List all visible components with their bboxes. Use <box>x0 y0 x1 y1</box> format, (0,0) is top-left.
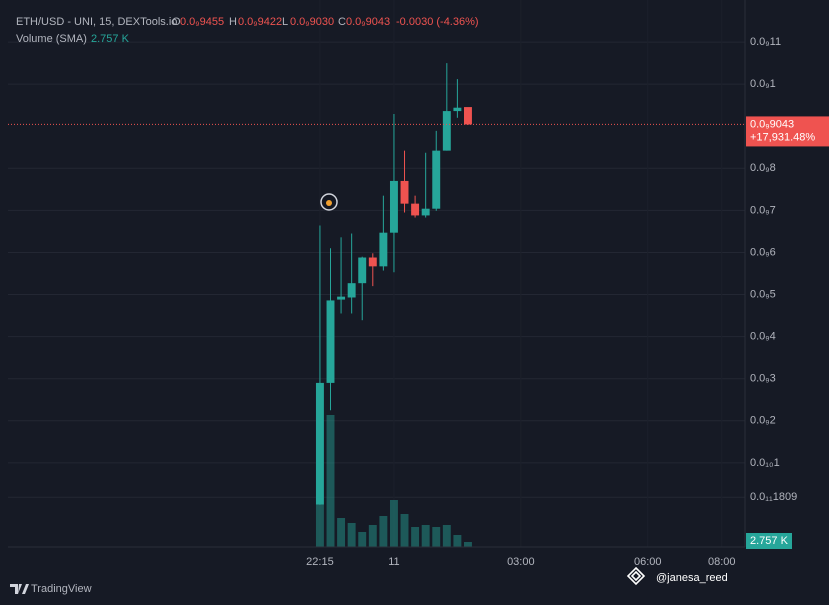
y-tick-label: 0.0₁₀1 <box>750 457 780 469</box>
brand[interactable]: TradingView <box>10 583 92 595</box>
volume-sma-box <box>746 533 792 549</box>
candle-body <box>315 382 324 505</box>
watermark-text: @janesa_reed <box>656 572 728 584</box>
y-tick-label: 0.0₉2 <box>750 415 776 427</box>
volume-bar <box>400 514 409 547</box>
volume-bar <box>358 532 367 547</box>
open-label: O <box>172 16 181 28</box>
header: ETH/USD - UNI, 15, DEXTools.io O 0.0₉945… <box>16 16 479 28</box>
volume-bar <box>453 535 462 547</box>
candle-body <box>463 107 472 125</box>
low-label: L <box>282 16 288 28</box>
x-tick-label: 11 <box>388 556 399 568</box>
x-tick-label: 06:00 <box>634 556 662 568</box>
volume-sma-axis-label: 2.757 K <box>750 535 789 547</box>
volume-bar <box>368 525 377 547</box>
volume-title: Volume (SMA) <box>16 33 87 45</box>
close-value: 0.0₉9043 <box>346 16 390 28</box>
candle-body <box>389 180 398 233</box>
y-tick-label: 0.0₉5 <box>750 288 776 300</box>
candle-body <box>337 296 346 300</box>
low-value: 0.0₉9030 <box>290 16 334 28</box>
watermark-icon <box>626 566 646 586</box>
symbol: ETH/USD - UNI, 15, DEXTools.io <box>16 16 177 28</box>
candle-body <box>421 208 430 216</box>
y-tick-label: 0.0₉3 <box>750 373 776 385</box>
y-tick-label: 0.0₉8 <box>750 162 776 174</box>
y-tick-label: 0.0₉4 <box>750 331 776 343</box>
candle-body <box>400 180 409 204</box>
volume-bar <box>379 516 388 547</box>
y-tick-label: 0.0₉6 <box>750 246 776 258</box>
grid <box>8 0 745 547</box>
volume-bar <box>411 527 420 547</box>
candle-body <box>453 107 462 112</box>
last-price-box <box>746 116 829 147</box>
candle-body <box>442 111 451 151</box>
change-value: -0.0030 (-4.36%) <box>396 16 479 28</box>
volume-layer <box>315 415 472 547</box>
volume-bar <box>315 505 324 547</box>
brand-logo <box>10 584 29 594</box>
candles-layer <box>315 63 472 505</box>
y-tick-label: 0.0₉7 <box>750 204 776 216</box>
close-label: C <box>338 16 346 28</box>
volume-bar <box>432 527 441 547</box>
volume-bar <box>421 525 430 547</box>
candle-body <box>411 203 420 216</box>
candle-body <box>432 150 441 209</box>
brand-name: TradingView <box>31 583 92 595</box>
last-price-label: 0.0₉9043 <box>750 118 794 130</box>
y-tick-label: 0.0₉11 <box>750 36 781 48</box>
candle-body <box>326 300 335 383</box>
volume-header: Volume (SMA) 2.757 K <box>16 33 130 45</box>
x-tick-label: 03:00 <box>507 556 535 568</box>
x-tick-label: 22:15 <box>306 556 334 568</box>
event-glyph <box>326 200 332 206</box>
candle-body <box>368 257 377 267</box>
candle-body <box>347 283 356 298</box>
last-change-label: +17,931.48% <box>750 131 815 143</box>
volume-bar <box>442 525 451 547</box>
volume-bar <box>463 542 472 547</box>
volume-bar <box>389 500 398 547</box>
volume-bar <box>347 523 356 547</box>
candle-body <box>358 257 367 284</box>
open-value: 0.0₉9455 <box>180 16 224 28</box>
volume-bar <box>326 415 335 547</box>
volume-sma: 2.757 K <box>91 33 130 45</box>
candle-body <box>379 232 388 267</box>
high-label: H <box>229 16 237 28</box>
high-value: 0.0₉9422 <box>238 16 282 28</box>
event-marker[interactable] <box>320 193 338 211</box>
y-tick-label: 0.0₁₁1809 <box>750 491 797 503</box>
x-tick-label: 08:00 <box>708 556 736 568</box>
watermark: @janesa_reed <box>626 566 728 586</box>
y-tick-label: 0.0₉1 <box>750 78 776 90</box>
volume-bar <box>337 518 346 547</box>
